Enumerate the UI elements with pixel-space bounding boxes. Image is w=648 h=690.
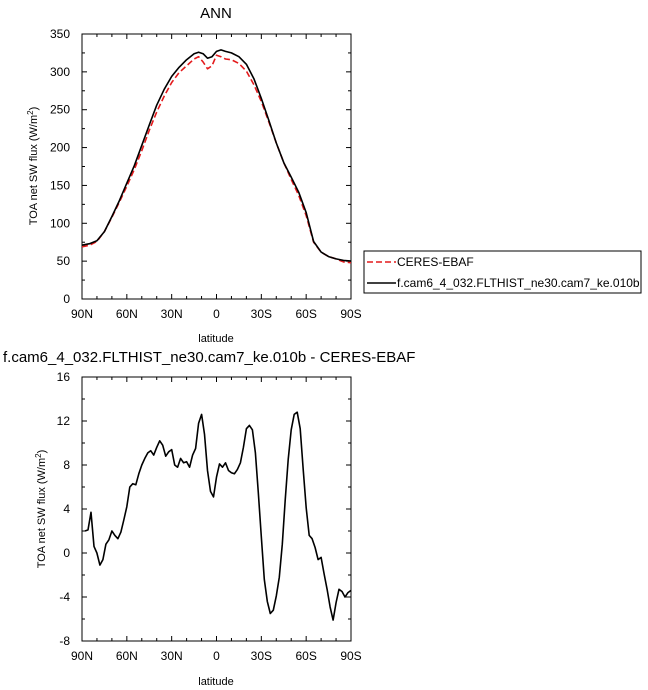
bottom-x-tick-label: 90S: [340, 649, 361, 663]
bottom-x-axis-label: latitude: [198, 676, 233, 688]
bottom-y-tick-label: 4: [63, 502, 70, 516]
legend-label-model: f.cam6_4_032.FLTHIST_ne30.cam7_ke.010b: [397, 276, 640, 290]
bottom-series-group: [84, 411, 352, 621]
top-y-tick-label: 200: [50, 141, 70, 155]
bottom-y-tick-label: 0: [63, 546, 70, 560]
top-y-axis-label-text: TOA net SW flux (W/m: [28, 115, 40, 225]
bottom-y-axis-label-exponent: 2: [34, 453, 43, 458]
bottom-y-tick-label: 8: [63, 458, 70, 472]
bottom-panel-title: f.cam6_4_032.FLTHIST_ne30.cam7_ke.010b -…: [3, 349, 415, 366]
bottom-x-tick-label: 30S: [251, 649, 272, 663]
top-panel: ANN 90N 60N 30N 0 30S 60S 90S 0 50 100 150 200 250 30…: [26, 5, 642, 345]
top-y-tick-label: 350: [50, 27, 70, 41]
bottom-series-line-0: [84, 411, 352, 621]
bottom-y-tick-label: 12: [57, 414, 71, 428]
bottom-y-axis-label-text: TOA net SW flux (W/m: [36, 458, 48, 568]
legend: CERES-EBAF f.cam6_4_032.FLTHIST_ne30.cam…: [363, 250, 642, 294]
top-series-group: [81, 49, 352, 264]
top-x-tick-label: 60S: [295, 307, 316, 321]
top-y-axis-label-exponent: 2: [26, 110, 35, 115]
top-y-tick-label: 150: [50, 178, 70, 192]
bottom-y-tick-label: -8: [59, 634, 70, 648]
bottom-y-tick-label: 16: [57, 370, 71, 384]
top-plot-frame: [81, 33, 352, 300]
bottom-panel: f.cam6_4_032.FLTHIST_ne30.cam7_ke.010b -…: [3, 349, 415, 688]
top-x-tick-label: 90N: [71, 307, 93, 321]
top-x-tick-label: 60N: [116, 307, 138, 321]
bottom-x-tick-label: 30N: [161, 649, 183, 663]
bottom-x-tick-label: 0: [213, 649, 220, 663]
bottom-x-tick-label: 90N: [71, 649, 93, 663]
top-x-tick-label: 30N: [161, 307, 183, 321]
top-y-axis-label-close: ): [28, 107, 40, 111]
top-x-tick-label: 0: [213, 307, 220, 321]
top-tick-group: 90N 60N 30N 0 30S 60S 90S 0 50 100 150 200 250 300 350: [50, 27, 362, 321]
bottom-plot-frame: [81, 376, 352, 642]
top-series-line-1: [81, 49, 352, 262]
bottom-y-axis-label: TOA net SW flux (W/m2): [34, 450, 48, 569]
top-series-line-0: [81, 54, 352, 264]
bottom-x-tick-label: 60N: [116, 649, 138, 663]
top-panel-title: ANN: [200, 5, 232, 22]
top-x-axis-label: latitude: [198, 333, 233, 345]
top-x-tick-label: 30S: [251, 307, 272, 321]
bottom-y-tick-label: -4: [59, 590, 70, 604]
bottom-tick-group: 90N 60N 30N 0 30S 60S 90S -8 -4 0 4 8 12 16: [57, 370, 362, 663]
top-y-tick-label: 250: [50, 103, 70, 117]
top-x-tick-label: 90S: [340, 307, 361, 321]
legend-label-ceres: CERES-EBAF: [397, 255, 474, 269]
bottom-x-tick-label: 60S: [295, 649, 316, 663]
top-y-tick-label: 300: [50, 65, 70, 79]
top-y-tick-label: 100: [50, 216, 70, 230]
bottom-y-axis-label-close: ): [36, 450, 48, 454]
top-y-axis-label: TOA net SW flux (W/m2): [26, 107, 40, 226]
legend-box: [363, 250, 642, 294]
top-y-tick-label: 50: [57, 254, 71, 268]
top-y-tick-label: 0: [63, 292, 70, 306]
